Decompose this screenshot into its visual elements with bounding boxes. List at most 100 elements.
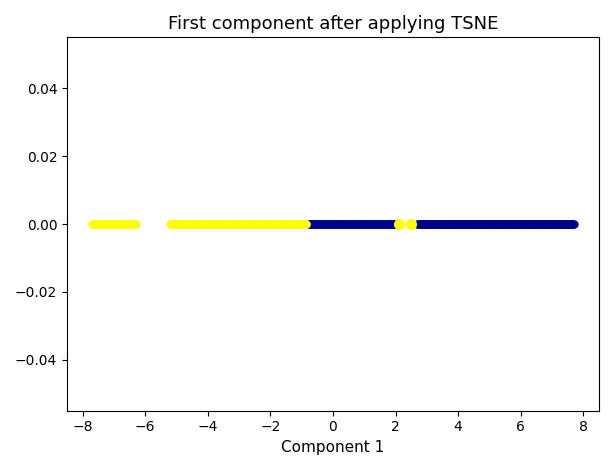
- Point: [562, 220, 572, 228]
- Point: [177, 220, 187, 228]
- Point: [530, 220, 540, 228]
- Point: [206, 220, 216, 228]
- Point: [272, 220, 282, 228]
- Point: [193, 220, 203, 228]
- Point: [262, 220, 272, 228]
- Point: [418, 220, 428, 228]
- Point: [184, 220, 194, 228]
- Point: [515, 220, 524, 228]
- Point: [555, 220, 565, 228]
- Point: [506, 220, 516, 228]
- Point: [304, 220, 314, 228]
- Point: [181, 220, 191, 228]
- Point: [546, 220, 556, 228]
- Point: [514, 220, 524, 228]
- Point: [235, 220, 244, 228]
- Point: [502, 220, 512, 228]
- Point: [449, 220, 459, 228]
- Point: [359, 220, 368, 228]
- Point: [259, 220, 269, 228]
- Point: [263, 220, 273, 228]
- Point: [360, 220, 370, 228]
- Point: [231, 220, 241, 228]
- Point: [286, 220, 295, 228]
- Point: [558, 220, 568, 228]
- Point: [125, 220, 135, 228]
- Point: [260, 220, 270, 228]
- Point: [90, 220, 99, 228]
- Point: [320, 220, 330, 228]
- Point: [298, 220, 308, 228]
- Point: [115, 220, 125, 228]
- Point: [174, 220, 184, 228]
- Point: [340, 220, 350, 228]
- Point: [187, 220, 197, 228]
- Point: [204, 220, 214, 228]
- Point: [544, 220, 554, 228]
- Point: [378, 220, 387, 228]
- Point: [129, 220, 139, 228]
- Point: [283, 220, 293, 228]
- Point: [472, 220, 482, 228]
- Point: [294, 220, 304, 228]
- Point: [464, 220, 474, 228]
- Point: [554, 220, 564, 228]
- Point: [257, 220, 267, 228]
- Point: [301, 220, 311, 228]
- Point: [314, 220, 324, 228]
- Point: [427, 220, 437, 228]
- Point: [434, 220, 444, 228]
- Point: [126, 220, 136, 228]
- Point: [226, 220, 236, 228]
- Point: [251, 220, 260, 228]
- Point: [460, 220, 470, 228]
- Point: [513, 220, 523, 228]
- Point: [95, 220, 105, 228]
- Point: [230, 220, 240, 228]
- Point: [421, 220, 430, 228]
- Point: [516, 220, 526, 228]
- Point: [244, 220, 254, 228]
- Point: [437, 220, 447, 228]
- Point: [333, 220, 343, 228]
- Point: [441, 220, 451, 228]
- Point: [233, 220, 243, 228]
- Point: [488, 220, 497, 228]
- Point: [276, 220, 286, 228]
- Point: [368, 220, 378, 228]
- Point: [433, 220, 443, 228]
- Point: [373, 220, 383, 228]
- Point: [492, 220, 502, 228]
- Point: [559, 220, 569, 228]
- Point: [344, 220, 354, 228]
- Point: [292, 220, 302, 228]
- Point: [246, 220, 256, 228]
- Point: [180, 220, 190, 228]
- Point: [362, 220, 372, 228]
- Point: [127, 220, 137, 228]
- Point: [324, 220, 334, 228]
- Point: [194, 220, 204, 228]
- Point: [107, 220, 117, 228]
- Point: [202, 220, 212, 228]
- Point: [536, 220, 546, 228]
- Point: [537, 220, 546, 228]
- Point: [236, 220, 246, 228]
- Point: [348, 220, 357, 228]
- Point: [346, 220, 356, 228]
- Point: [234, 220, 244, 228]
- Point: [101, 220, 111, 228]
- Point: [558, 220, 567, 228]
- Point: [113, 220, 123, 228]
- Point: [284, 220, 294, 228]
- Point: [441, 220, 451, 228]
- Point: [310, 220, 320, 228]
- Point: [443, 220, 453, 228]
- Point: [488, 220, 498, 228]
- Point: [340, 220, 349, 228]
- Point: [95, 220, 104, 228]
- Point: [177, 220, 187, 228]
- Point: [225, 220, 235, 228]
- Point: [117, 220, 126, 228]
- Point: [475, 220, 485, 228]
